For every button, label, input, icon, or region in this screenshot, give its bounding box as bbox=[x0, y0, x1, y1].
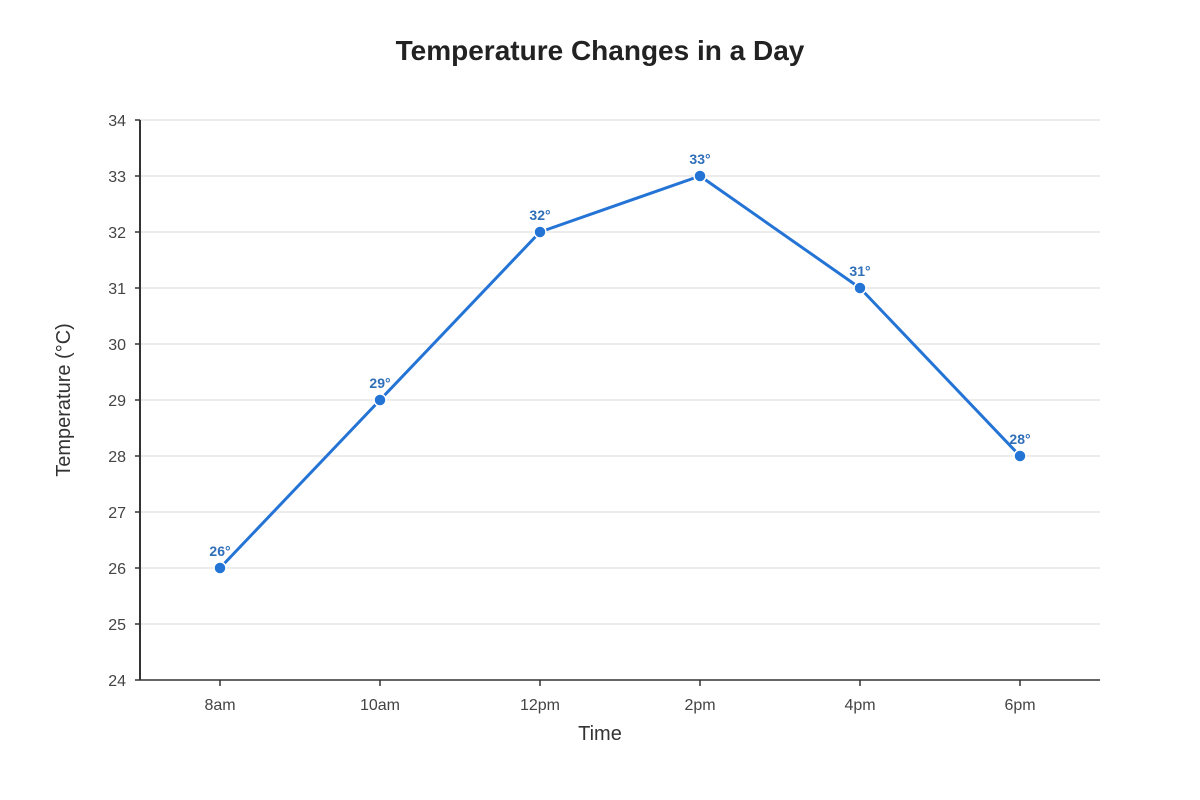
data-point bbox=[1013, 449, 1027, 463]
series-line bbox=[218, 174, 1022, 570]
x-tick-label: 10am bbox=[360, 697, 400, 714]
data-point bbox=[373, 393, 387, 407]
data-points bbox=[213, 169, 1027, 575]
data-label: 31° bbox=[849, 263, 870, 279]
y-axis-title: Temperature (°C) bbox=[53, 323, 75, 477]
data-point bbox=[853, 281, 867, 295]
data-label: 32° bbox=[529, 207, 550, 223]
x-tick-label: 8am bbox=[204, 697, 235, 714]
y-tick-label: 32 bbox=[108, 225, 126, 242]
y-tick-label: 27 bbox=[108, 505, 126, 522]
y-tick-label: 29 bbox=[108, 393, 126, 410]
gridlines bbox=[140, 119, 1100, 625]
data-label: 28° bbox=[1009, 431, 1030, 447]
y-tick-label: 31 bbox=[108, 281, 126, 298]
x-ticks: 8am 10am 12pm 2pm 4pm 6pm bbox=[204, 680, 1036, 714]
y-tick-label: 25 bbox=[108, 617, 126, 634]
data-label: 26° bbox=[209, 543, 230, 559]
chart-title: Temperature Changes in a Day bbox=[396, 35, 805, 66]
x-axis-title: Time bbox=[578, 723, 622, 745]
data-point bbox=[693, 169, 707, 183]
y-tick-label: 34 bbox=[108, 113, 126, 130]
data-label: 29° bbox=[369, 375, 390, 391]
y-tick-label: 33 bbox=[108, 169, 126, 186]
x-tick-label: 12pm bbox=[520, 697, 560, 714]
y-tick-label: 24 bbox=[108, 673, 126, 690]
data-label: 33° bbox=[689, 151, 710, 167]
y-ticks: 24 25 26 27 28 29 30 31 32 33 34 bbox=[108, 113, 140, 690]
y-tick-label: 28 bbox=[108, 449, 126, 466]
y-tick-label: 30 bbox=[108, 337, 126, 354]
data-point bbox=[533, 225, 547, 239]
x-tick-label: 2pm bbox=[684, 697, 715, 714]
x-tick-label: 6pm bbox=[1004, 697, 1035, 714]
data-point bbox=[213, 561, 227, 575]
data-labels: 26° 29° 32° 33° 31° 28° bbox=[209, 151, 1030, 559]
x-tick-label: 4pm bbox=[844, 697, 875, 714]
y-tick-label: 26 bbox=[108, 561, 126, 578]
